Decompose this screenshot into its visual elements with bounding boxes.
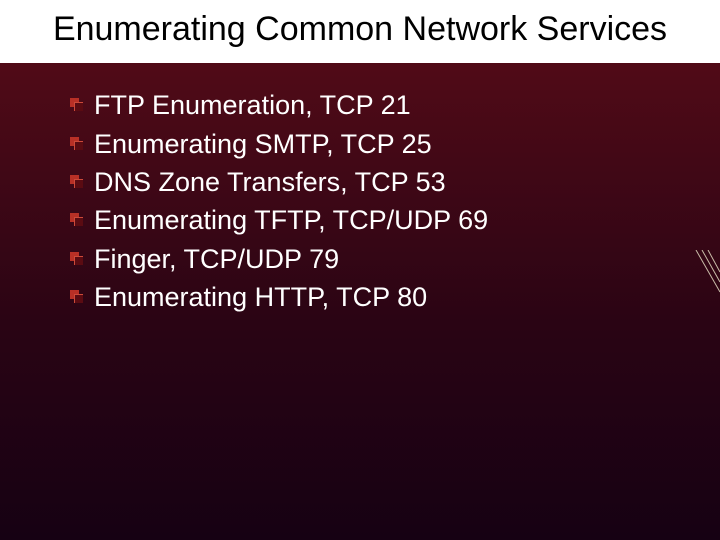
list-item: Enumerating SMTP, TCP 25 xyxy=(70,126,670,162)
bullet-icon xyxy=(70,98,82,110)
slide-body: FTP Enumeration, TCP 21 Enumerating SMTP… xyxy=(0,63,720,316)
title-bar: Enumerating Common Network Services xyxy=(0,0,720,63)
list-item-label: FTP Enumeration, TCP 21 xyxy=(94,90,411,120)
list-item-label: Enumerating HTTP, TCP 80 xyxy=(94,282,427,312)
bullet-icon xyxy=(70,252,82,264)
list-item-label: Enumerating SMTP, TCP 25 xyxy=(94,129,432,159)
list-item: Finger, TCP/UDP 79 xyxy=(70,241,670,277)
slide: Enumerating Common Network Services FTP … xyxy=(0,0,720,540)
bullet-icon xyxy=(70,290,82,302)
slide-title: Enumerating Common Network Services xyxy=(40,10,680,49)
list-item: FTP Enumeration, TCP 21 xyxy=(70,87,670,123)
bullet-list: FTP Enumeration, TCP 21 Enumerating SMTP… xyxy=(70,87,670,316)
bullet-icon xyxy=(70,137,82,149)
list-item: Enumerating HTTP, TCP 80 xyxy=(70,279,670,315)
list-item-label: Finger, TCP/UDP 79 xyxy=(94,244,339,274)
list-item: DNS Zone Transfers, TCP 53 xyxy=(70,164,670,200)
list-item: Enumerating TFTP, TCP/UDP 69 xyxy=(70,202,670,238)
list-item-label: DNS Zone Transfers, TCP 53 xyxy=(94,167,446,197)
bullet-icon xyxy=(70,213,82,225)
list-item-label: Enumerating TFTP, TCP/UDP 69 xyxy=(94,205,488,235)
bullet-icon xyxy=(70,175,82,187)
